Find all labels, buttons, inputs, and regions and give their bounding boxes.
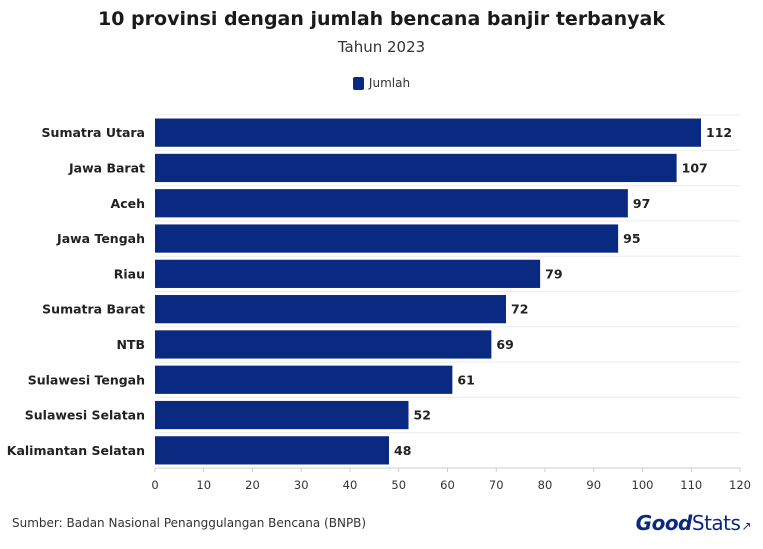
x-tick-label: 110 bbox=[680, 478, 702, 492]
x-tick-label: 0 bbox=[151, 478, 158, 492]
legend-swatch bbox=[352, 76, 364, 90]
category-label: NTB bbox=[116, 337, 145, 352]
logo-good: Good bbox=[635, 511, 693, 535]
category-label: Sumatra Barat bbox=[42, 302, 145, 317]
value-label: 69 bbox=[496, 337, 513, 352]
bar bbox=[155, 189, 628, 218]
bar bbox=[155, 330, 492, 359]
x-tick-label: 100 bbox=[632, 478, 654, 492]
logo-stats: Stats bbox=[691, 511, 741, 535]
x-tick-label: 40 bbox=[343, 478, 358, 492]
value-label: 48 bbox=[394, 443, 411, 458]
value-label: 107 bbox=[682, 160, 708, 175]
category-label: Sumatra Utara bbox=[42, 125, 145, 140]
value-labels: 112 107 97 95 79 72 69 61 52 48 bbox=[394, 125, 732, 458]
x-tick-label: 70 bbox=[489, 478, 504, 492]
bar bbox=[155, 259, 541, 288]
value-label: 97 bbox=[633, 196, 650, 211]
value-label: 95 bbox=[623, 231, 640, 246]
bar bbox=[155, 365, 453, 394]
category-label: Aceh bbox=[111, 196, 145, 211]
chart-title: 10 provinsi dengan jumlah bencana banjir… bbox=[98, 8, 665, 30]
bar bbox=[155, 224, 619, 253]
value-label: 61 bbox=[457, 372, 474, 387]
category-label: Sulawesi Tengah bbox=[28, 372, 145, 387]
chart-subtitle: Tahun 2023 bbox=[337, 38, 426, 56]
category-labels: Sumatra Utara Jawa Barat Aceh Jawa Tengah Ri… bbox=[7, 125, 145, 458]
value-label: 52 bbox=[414, 408, 431, 423]
legend-label: Jumlah bbox=[368, 76, 411, 90]
goodstats-logo: Good Stats ↗ bbox=[635, 511, 752, 535]
category-label: Jawa Barat bbox=[68, 160, 145, 175]
trend-icon: ↗ bbox=[741, 519, 751, 533]
category-label: Kalimantan Selatan bbox=[7, 443, 145, 458]
x-tick-label: 120 bbox=[729, 478, 751, 492]
bars bbox=[155, 118, 701, 465]
category-label: Sulawesi Selatan bbox=[25, 408, 145, 423]
x-axis-ticks: 0 10 20 30 40 50 60 70 80 90 100 110 120 bbox=[151, 468, 751, 492]
x-tick-label: 90 bbox=[586, 478, 601, 492]
x-tick-label: 10 bbox=[196, 478, 211, 492]
x-tick-label: 80 bbox=[538, 478, 553, 492]
value-label: 79 bbox=[545, 266, 562, 281]
category-label: Riau bbox=[114, 266, 145, 281]
bar bbox=[155, 295, 506, 324]
bar bbox=[155, 400, 409, 430]
x-tick-label: 50 bbox=[391, 478, 406, 492]
legend: Jumlah bbox=[0, 76, 763, 90]
category-label: Jawa Tengah bbox=[56, 231, 145, 246]
x-tick-label: 20 bbox=[245, 478, 260, 492]
value-label: 72 bbox=[511, 302, 528, 317]
source-note: Sumber: Badan Nasional Penanggulangan Be… bbox=[12, 516, 367, 530]
bar bbox=[155, 118, 701, 147]
x-tick-label: 30 bbox=[294, 478, 309, 492]
bar bbox=[155, 436, 389, 465]
value-label: 112 bbox=[706, 125, 732, 140]
bar bbox=[155, 153, 677, 183]
x-tick-label: 60 bbox=[440, 478, 455, 492]
